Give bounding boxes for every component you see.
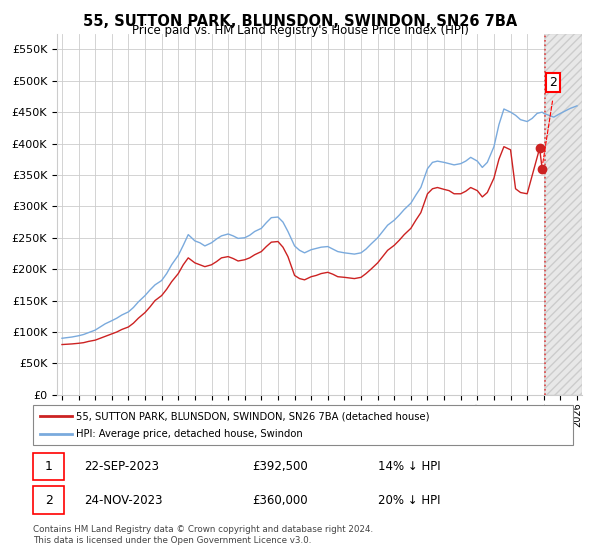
Text: 55, SUTTON PARK, BLUNSDON, SWINDON, SN26 7BA (detached house): 55, SUTTON PARK, BLUNSDON, SWINDON, SN26…: [76, 411, 430, 421]
Text: 20% ↓ HPI: 20% ↓ HPI: [378, 493, 440, 507]
Bar: [545, 34, 582, 395]
Text: 2: 2: [549, 76, 557, 89]
Text: 55, SUTTON PARK, BLUNSDON, SWINDON, SN26 7BA: 55, SUTTON PARK, BLUNSDON, SWINDON, SN26…: [83, 14, 517, 29]
Text: 22-SEP-2023: 22-SEP-2023: [84, 460, 159, 473]
Text: 2: 2: [44, 493, 53, 507]
Text: £360,000: £360,000: [252, 493, 308, 507]
Text: Price paid vs. HM Land Registry's House Price Index (HPI): Price paid vs. HM Land Registry's House …: [131, 24, 469, 37]
Text: £392,500: £392,500: [252, 460, 308, 473]
Text: 24-NOV-2023: 24-NOV-2023: [84, 493, 163, 507]
Text: 1: 1: [44, 460, 53, 473]
Bar: [545, 34, 582, 395]
Text: Contains HM Land Registry data © Crown copyright and database right 2024.
This d: Contains HM Land Registry data © Crown c…: [33, 525, 373, 545]
Text: 14% ↓ HPI: 14% ↓ HPI: [378, 460, 440, 473]
Text: HPI: Average price, detached house, Swindon: HPI: Average price, detached house, Swin…: [76, 429, 303, 439]
